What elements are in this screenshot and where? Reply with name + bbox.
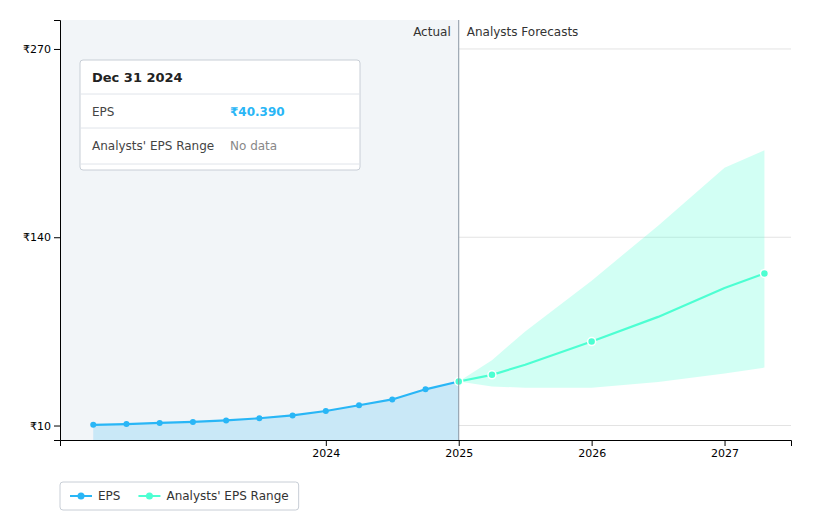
point: [157, 420, 163, 426]
point: [588, 338, 596, 346]
chart: 2024 2025 2026 2027 ₹10 ₹140 ₹270 Actual Analyst…: [0, 0, 821, 520]
legend-item: EPS: [70, 489, 120, 503]
tooltip-separator: [80, 164, 360, 165]
markers: [90, 379, 462, 428]
point: [190, 419, 196, 425]
point: [760, 269, 768, 277]
x-tick-label: 2024: [312, 447, 340, 460]
legend-label: Analysts' EPS Range: [166, 489, 288, 503]
legend-label: EPS: [98, 489, 120, 503]
x-tick-mark: [326, 440, 327, 446]
point: [123, 421, 129, 427]
y-tick: ₹10: [30, 420, 60, 433]
range-band: [459, 150, 765, 388]
annotation: Actual: [413, 25, 451, 39]
line: [93, 382, 459, 425]
y-tick-label: ₹10: [30, 420, 51, 433]
tooltip-value: No data: [230, 139, 277, 153]
x-axis: 2024 2025 2026 2027: [61, 440, 792, 460]
actual-period-shade: [60, 20, 459, 440]
point: [256, 415, 262, 421]
point: [389, 396, 395, 402]
point: [423, 386, 429, 392]
tooltip-box: [80, 60, 360, 170]
legend: EPS Analysts' EPS Range: [60, 482, 299, 510]
point: [323, 408, 329, 414]
x-tick: 2026: [578, 440, 606, 460]
x-tick-label: 2025: [445, 447, 473, 460]
legend-item: Analysts' EPS Range: [138, 489, 288, 503]
x-tick-label: 2026: [578, 447, 606, 460]
y-axis-line: [54, 21, 61, 441]
x-tick: 2027: [711, 440, 739, 460]
point: [90, 422, 96, 428]
point: [290, 412, 296, 418]
y-tick-label: ₹140: [23, 231, 51, 244]
legend-swatch: [146, 493, 153, 500]
x-tick-mark: [459, 440, 460, 446]
x-tick-label: 2027: [711, 447, 739, 460]
y-tick: ₹140: [23, 231, 60, 244]
annotation: Analysts Forecasts: [467, 25, 579, 39]
tooltip-value: ₹40.390: [230, 105, 285, 119]
y-tick-mark: [54, 426, 60, 427]
point: [488, 371, 496, 379]
tooltip-separator: [80, 94, 360, 95]
x-tick-mark: [592, 440, 593, 446]
tooltip-label: Analysts' EPS Range: [92, 139, 214, 153]
point: [223, 417, 229, 423]
tooltip: Dec 31 2024 EPS ₹40.390 Analysts' EPS Range…: [80, 60, 360, 170]
tooltip-label: EPS: [92, 105, 114, 119]
plot-area: [60, 20, 768, 440]
tooltip-title: Dec 31 2024: [92, 70, 183, 85]
y-tick: ₹270: [23, 43, 60, 56]
y-tick-label: ₹270: [23, 43, 51, 56]
legend-box: [60, 482, 299, 510]
x-tick: 2024: [312, 440, 340, 460]
point: [356, 402, 362, 408]
annotations: Actual Analysts Forecasts: [413, 25, 578, 39]
markers: [455, 269, 769, 385]
y-axis: ₹10 ₹140 ₹270: [23, 21, 61, 441]
legend-swatch: [78, 493, 85, 500]
tooltip-separator: [80, 128, 360, 129]
area: [93, 382, 459, 440]
divider: [458, 20, 459, 440]
x-tick: 2025: [445, 440, 473, 460]
y-tick-mark: [54, 49, 60, 50]
x-tick-mark: [725, 440, 726, 446]
line: [459, 273, 765, 381]
y-tick-mark: [54, 237, 60, 238]
x-axis-line: [61, 441, 792, 447]
